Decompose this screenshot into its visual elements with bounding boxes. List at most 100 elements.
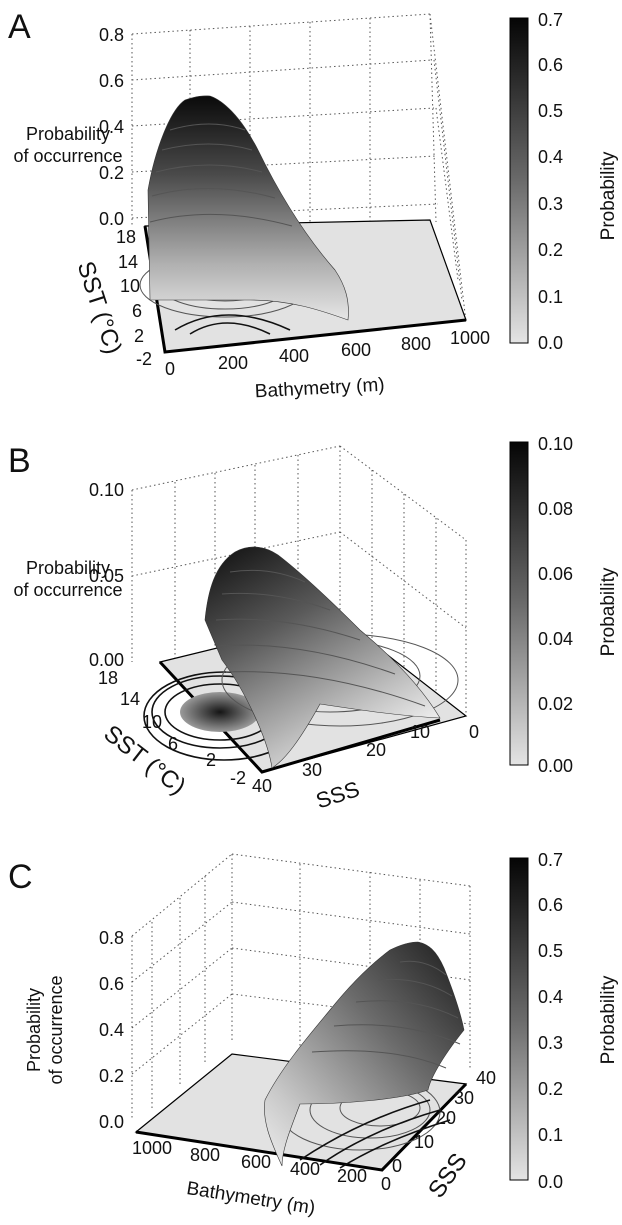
panel-a-colorbar [509,17,529,344]
y-tick: 14 [118,252,138,272]
z-tick: 0.6 [99,71,124,91]
z-tick: 0.2 [99,163,124,183]
cbar-tick: 0.3 [538,1033,563,1053]
y-tick: 14 [120,689,140,709]
panel-b-y-ticks: 18 14 10 6 2 -2 [98,668,246,788]
cbar-tick: 0.6 [538,895,563,915]
panel-b-surface-contours [215,569,426,707]
panel-b-z-label-2: of occurrence [13,580,122,600]
cbar-tick: 0.0 [538,1172,563,1192]
z-tick: 0.4 [99,1020,124,1040]
x-tick: 800 [401,334,431,354]
x-tick: 1000 [450,328,490,348]
panel-c-colorbar [509,857,529,1181]
x-tick: 1000 [132,1138,172,1158]
panel-c: 0.0 0.2 0.4 0.6 0.8 Probability of occur… [24,850,619,1219]
y-tick: -2 [230,768,246,788]
panel-c-y-ticks: 0 10 20 30 40 [392,1068,496,1176]
z-tick: 0.05 [89,566,124,586]
panel-a-surface-contours [149,123,293,227]
cbar-tick: 0.10 [538,434,573,454]
x-tick: 0 [469,722,479,742]
panel-a-colorbar-label: Probability [598,151,619,240]
x-tick: 20 [366,740,386,760]
cbar-tick: 0.6 [538,55,563,75]
panel-b-label: B [8,442,31,480]
x-tick: 0 [381,1174,391,1194]
panel-a-y-label: SST (°C) [71,258,126,357]
panel-b-surface [204,546,441,769]
z-tick: 0.8 [99,928,124,948]
cbar-tick: 0.1 [538,287,563,307]
panel-a-label: A [8,8,31,46]
x-tick: 600 [341,340,371,360]
cbar-tick: 0.7 [538,850,563,870]
panel-c-colorbar-ticks: 0.0 0.1 0.2 0.3 0.4 0.5 0.6 0.7 [538,850,563,1192]
panel-c-x-ticks: 1000 800 600 400 200 0 [132,1138,391,1194]
cbar-tick: 0.2 [538,240,563,260]
cbar-tick: 0.1 [538,1125,563,1145]
x-tick: 0 [165,359,175,379]
cbar-tick: 0.7 [538,10,563,30]
panel-b-colorbar [509,441,529,766]
z-tick: 0.0 [99,1112,124,1132]
panel-a-y-ticks: 18 14 10 6 2 -2 [116,227,152,369]
cbar-tick: 0.0 [538,333,563,353]
cbar-tick: 0.06 [538,564,573,584]
z-tick: 0.6 [99,974,124,994]
z-tick: 0.4 [99,117,124,137]
panel-a-z-label-1: Probability [26,124,110,144]
panel-b-colorbar-label: Probability [598,567,619,656]
x-tick: 400 [279,346,309,366]
cbar-tick: 0.3 [538,194,563,214]
panel-c-z-label-2: of occurrence [46,975,66,1084]
z-tick: 0.10 [89,480,124,500]
cbar-tick: 0.04 [538,629,573,649]
y-tick: 10 [120,276,140,296]
panel-b-colorbar-ticks: 0.00 0.02 0.04 0.06 0.08 0.10 [538,434,573,776]
y-tick: -2 [136,349,152,369]
cbar-tick: 0.02 [538,694,573,714]
y-tick: 6 [168,734,178,754]
cbar-tick: 0.5 [538,941,563,961]
panel-a-x-label: Bathymetry (m) [254,375,385,403]
z-tick: 0.0 [99,209,124,229]
y-tick: 10 [414,1132,434,1152]
y-tick: 6 [132,301,142,321]
x-tick: 10 [410,722,430,742]
cbar-tick: 0.00 [538,756,573,776]
y-tick: 30 [454,1088,474,1108]
cbar-tick: 0.2 [538,1079,563,1099]
x-tick: 30 [302,760,322,780]
panel-b-x-ticks: 40 30 20 10 0 [252,722,479,796]
panel-c-surface [264,941,465,1167]
z-tick: 0.2 [99,1066,124,1086]
panel-a-z-label-2: of occurrence [13,146,122,166]
y-tick: 10 [142,712,162,732]
cbar-tick: 0.5 [538,101,563,121]
z-tick: 0.8 [99,25,124,45]
x-tick: 400 [290,1159,320,1179]
x-tick: 200 [218,353,248,373]
y-tick: 0 [392,1156,402,1176]
panel-c-y-label: SSS [423,1148,473,1203]
y-tick: 40 [476,1068,496,1088]
y-tick: 18 [116,227,136,247]
panel-a-colorbar-ticks: 0.0 0.1 0.2 0.3 0.4 0.5 0.6 0.7 [538,10,563,353]
x-tick: 800 [190,1145,220,1165]
panel-c-z-label-1: Probability [24,988,44,1072]
x-tick: 200 [337,1166,367,1186]
panel-b-x-label: SSS [313,776,363,813]
panel-a: 0.0 0.2 0.4 0.6 0.8 Probability of occur… [13,10,619,402]
cbar-tick: 0.4 [538,147,563,167]
panel-b: 0.00 0.05 0.10 Probability of occurrence… [13,434,619,814]
panel-c-surface-contours [311,960,461,1069]
y-tick: 18 [98,668,118,688]
cbar-tick: 0.08 [538,499,573,519]
y-tick: 20 [436,1108,456,1128]
panel-a-z-ticks: 0.0 0.2 0.4 0.6 0.8 [99,25,124,229]
cbar-tick: 0.4 [538,987,563,1007]
panel-b-z-label-1: Probability [26,558,110,578]
panel-a-x-ticks: 0 200 400 600 800 1000 [165,328,490,379]
